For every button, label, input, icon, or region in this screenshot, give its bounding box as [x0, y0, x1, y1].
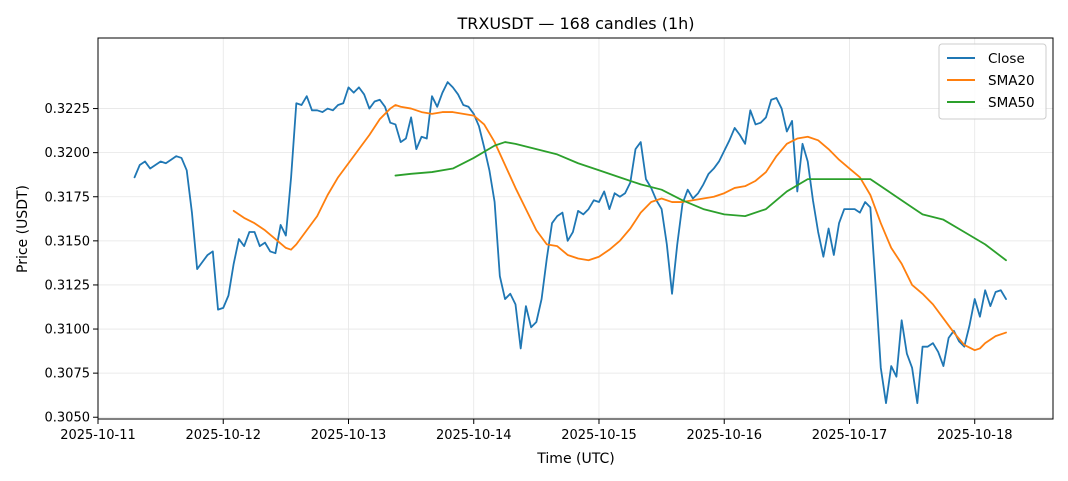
y-tick-label: 0.3225 — [45, 102, 91, 117]
legend-box — [938, 43, 1047, 120]
chart-title: TRXUSDT — 168 candles (1h) — [456, 14, 694, 33]
y-tick-label: 0.3175 — [45, 190, 91, 205]
legend-label-sma50: SMA50 — [988, 95, 1035, 111]
series-line-sma20 — [232, 104, 1007, 352]
y-tick-label: 0.3075 — [45, 367, 91, 382]
x-tick-label: 2025-10-12 — [185, 428, 261, 443]
legend-label-close: Close — [988, 51, 1025, 67]
y-tick-label: 0.3125 — [45, 278, 91, 293]
legend: Close SMA20 SMA50 — [938, 43, 1047, 120]
x-tick-label: 2025-10-17 — [812, 428, 888, 443]
x-tick-label: 2025-10-14 — [436, 428, 512, 443]
y-tick-label: 0.3050 — [45, 411, 91, 426]
y-tick-label: 0.3150 — [45, 234, 91, 249]
y-axis-label: Price (USDT) — [15, 185, 31, 273]
x-tick-label: 2025-10-18 — [937, 428, 1013, 443]
x-tick-label: 2025-10-11 — [60, 428, 136, 443]
x-tick-label: 2025-10-15 — [561, 428, 637, 443]
plot-frame — [97, 37, 1054, 420]
y-tick-label: 0.3100 — [45, 323, 91, 338]
x-axis-ticks: 2025-10-11 2025-10-12 2025-10-13 2025-10-14… — [60, 419, 1013, 443]
x-axis-label: Time (UTC) — [536, 451, 614, 467]
series-lines — [133, 81, 1007, 405]
legend-label-sma20: SMA20 — [988, 73, 1035, 89]
x-tick-label: 2025-10-13 — [311, 428, 387, 443]
series-line-close — [133, 81, 1007, 405]
y-axis-ticks: 0.3050 0.3075 0.3100 0.3125 0.3150 0.3175 0.32… — [45, 102, 98, 426]
x-tick-label: 2025-10-16 — [686, 428, 762, 443]
series-line-sma50 — [394, 141, 1007, 262]
y-tick-label: 0.3200 — [45, 146, 91, 161]
